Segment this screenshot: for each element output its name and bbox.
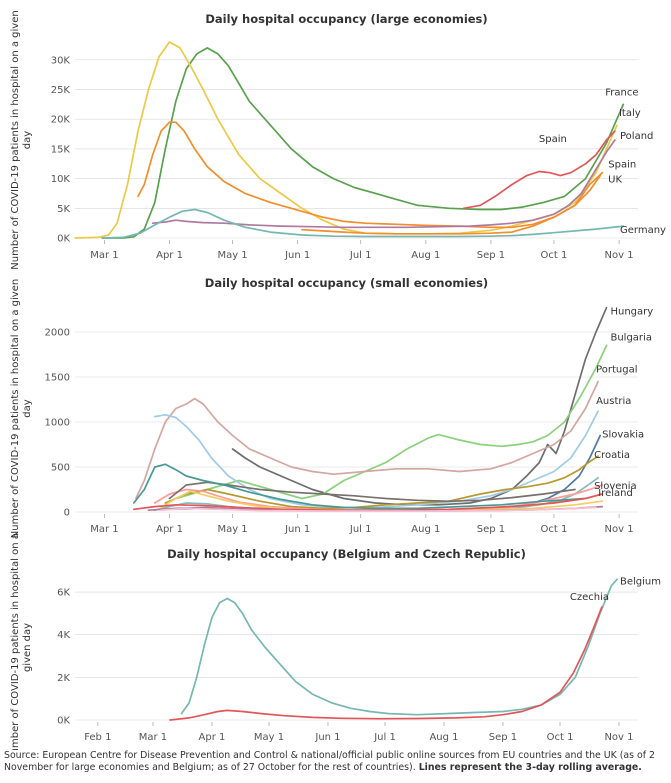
x-tick-label: Nov 1: [605, 524, 634, 535]
series-line-czechia: [169, 606, 603, 721]
series-line-uk: [301, 174, 602, 235]
x-tick-label: Mar 1: [90, 250, 118, 261]
series-label-italy: Italy: [619, 108, 641, 119]
series-label-germany: Germany: [620, 225, 666, 236]
y-tick-label: 6K: [57, 588, 70, 599]
y-tick-label: 15K: [51, 144, 71, 155]
y-tick-label: 0K: [57, 716, 70, 727]
x-tick-label: Nov 1: [605, 250, 634, 261]
series-line-france: [101, 47, 625, 239]
series-line-hungary: [231, 306, 608, 506]
x-tick-label: Jun 1: [314, 732, 340, 743]
x-tick-label: Oct 1: [541, 524, 568, 535]
x-tick-label: Nov 1: [604, 732, 633, 743]
x-tick-label: Jul 1: [349, 524, 372, 535]
series-label-spain-2nd-wave: Spain: [539, 134, 567, 145]
series-label-croatia: Croatia: [594, 450, 630, 461]
source-bold-text: Lines represent the 3-day rolling averag…: [418, 762, 642, 773]
x-tick-label: Aug 1: [411, 524, 440, 535]
chart-2: Daily hospital occupancy (small economie…: [10, 276, 653, 538]
x-tick-label: Sep 1: [477, 250, 505, 261]
chart-title: Daily hospital occupancy (large economie…: [205, 12, 487, 26]
chart-3: Daily hospital occupancy (Belgium and Cz…: [10, 533, 661, 750]
series-line-czechia: [132, 493, 604, 512]
series-line-greece: [132, 463, 587, 510]
x-tick-label: May 1: [217, 524, 247, 535]
y-tick-label: 500: [51, 463, 70, 474]
x-tick-label: Aug 1: [411, 250, 440, 261]
y-tick-label: 5K: [57, 204, 70, 215]
x-tick-label: Jun 1: [284, 524, 310, 535]
x-tick-label: Feb 1: [84, 732, 111, 743]
series-label-spain: Spain: [608, 160, 636, 171]
series-label-slovenia: Slovenia: [594, 481, 637, 492]
x-tick-label: Jul 1: [349, 250, 372, 261]
series-label-poland: Poland: [620, 131, 653, 142]
chart-title: Daily hospital occupancy (Belgium and Cz…: [167, 547, 526, 561]
y-tick-label: 0K: [57, 234, 70, 245]
x-tick-label: Aug 1: [429, 732, 458, 743]
x-tick-label: Sep 1: [477, 524, 505, 535]
y-axis-label: Number of COVID-19 patients in hospital …: [10, 10, 33, 269]
series-line-bulgaria: [174, 344, 608, 500]
series-label-czechia: Czechia: [570, 592, 609, 603]
series-label-slovakia: Slovakia: [602, 430, 644, 441]
series-line-italy: [74, 41, 618, 239]
y-tick-label: 1500: [45, 373, 70, 384]
series-label-bulgaria: Bulgaria: [610, 333, 651, 344]
series-label-belgium: Belgium: [620, 576, 661, 587]
series-line-germany: [101, 208, 625, 239]
x-tick-label: May 1: [254, 732, 284, 743]
series-line-portugal: [135, 380, 599, 500]
series-line-croatia: [164, 455, 599, 510]
source-note: Source: European Centre for Disease Prev…: [4, 750, 666, 774]
charts-canvas: Daily hospital occupancy (large economie…: [10, 10, 666, 750]
x-tick-label: Sep 1: [489, 732, 517, 743]
y-tick-label: 2000: [45, 328, 70, 339]
series-label-austria: Austria: [596, 396, 631, 407]
y-tick-label: 4K: [57, 630, 70, 641]
series-label-hungary: Hungary: [610, 307, 653, 318]
y-tick-label: 20K: [51, 115, 71, 126]
chart-title: Daily hospital occupancy (small economie…: [205, 276, 488, 290]
y-tick-label: 10K: [51, 174, 71, 185]
series-label-uk: UK: [608, 175, 622, 186]
x-tick-label: Oct 1: [541, 250, 568, 261]
x-tick-label: May 1: [217, 250, 247, 261]
x-tick-label: Mar 1: [90, 524, 118, 535]
series-line-cyprus: [160, 506, 597, 512]
x-tick-label: Oct 1: [547, 732, 574, 743]
source-text: Source: European Centre for Disease Prev…: [4, 750, 656, 773]
y-axis-label: Number of COVID-19 patients in hospital …: [10, 533, 33, 750]
series-label-france: France: [605, 87, 638, 98]
y-tick-label: 25K: [51, 85, 71, 96]
series-line-spain-2nd-wave: [462, 130, 616, 210]
y-tick-label: 1000: [45, 418, 70, 429]
y-tick-label: 0: [64, 508, 70, 519]
x-tick-label: Mar 1: [139, 732, 167, 743]
series-label-portugal: Portugal: [596, 365, 637, 376]
x-tick-label: Apr 1: [156, 250, 183, 261]
y-tick-label: 30K: [51, 55, 71, 66]
x-tick-label: Jul 1: [373, 732, 396, 743]
x-tick-label: Apr 1: [156, 524, 183, 535]
y-tick-label: 2K: [57, 673, 70, 684]
series-line-spain: [137, 121, 604, 229]
series-line-poland: [151, 139, 616, 229]
x-tick-label: Apr 1: [199, 732, 226, 743]
series-line-belgium: [180, 578, 618, 716]
series-line-romania: [168, 481, 576, 503]
chart-1: Daily hospital occupancy (large economie…: [10, 10, 666, 269]
x-tick-label: Jun 1: [284, 250, 310, 261]
y-axis-label: Number of COVID-19 patients in hospital …: [10, 279, 33, 538]
series-label-ireland: Ireland: [598, 488, 633, 499]
